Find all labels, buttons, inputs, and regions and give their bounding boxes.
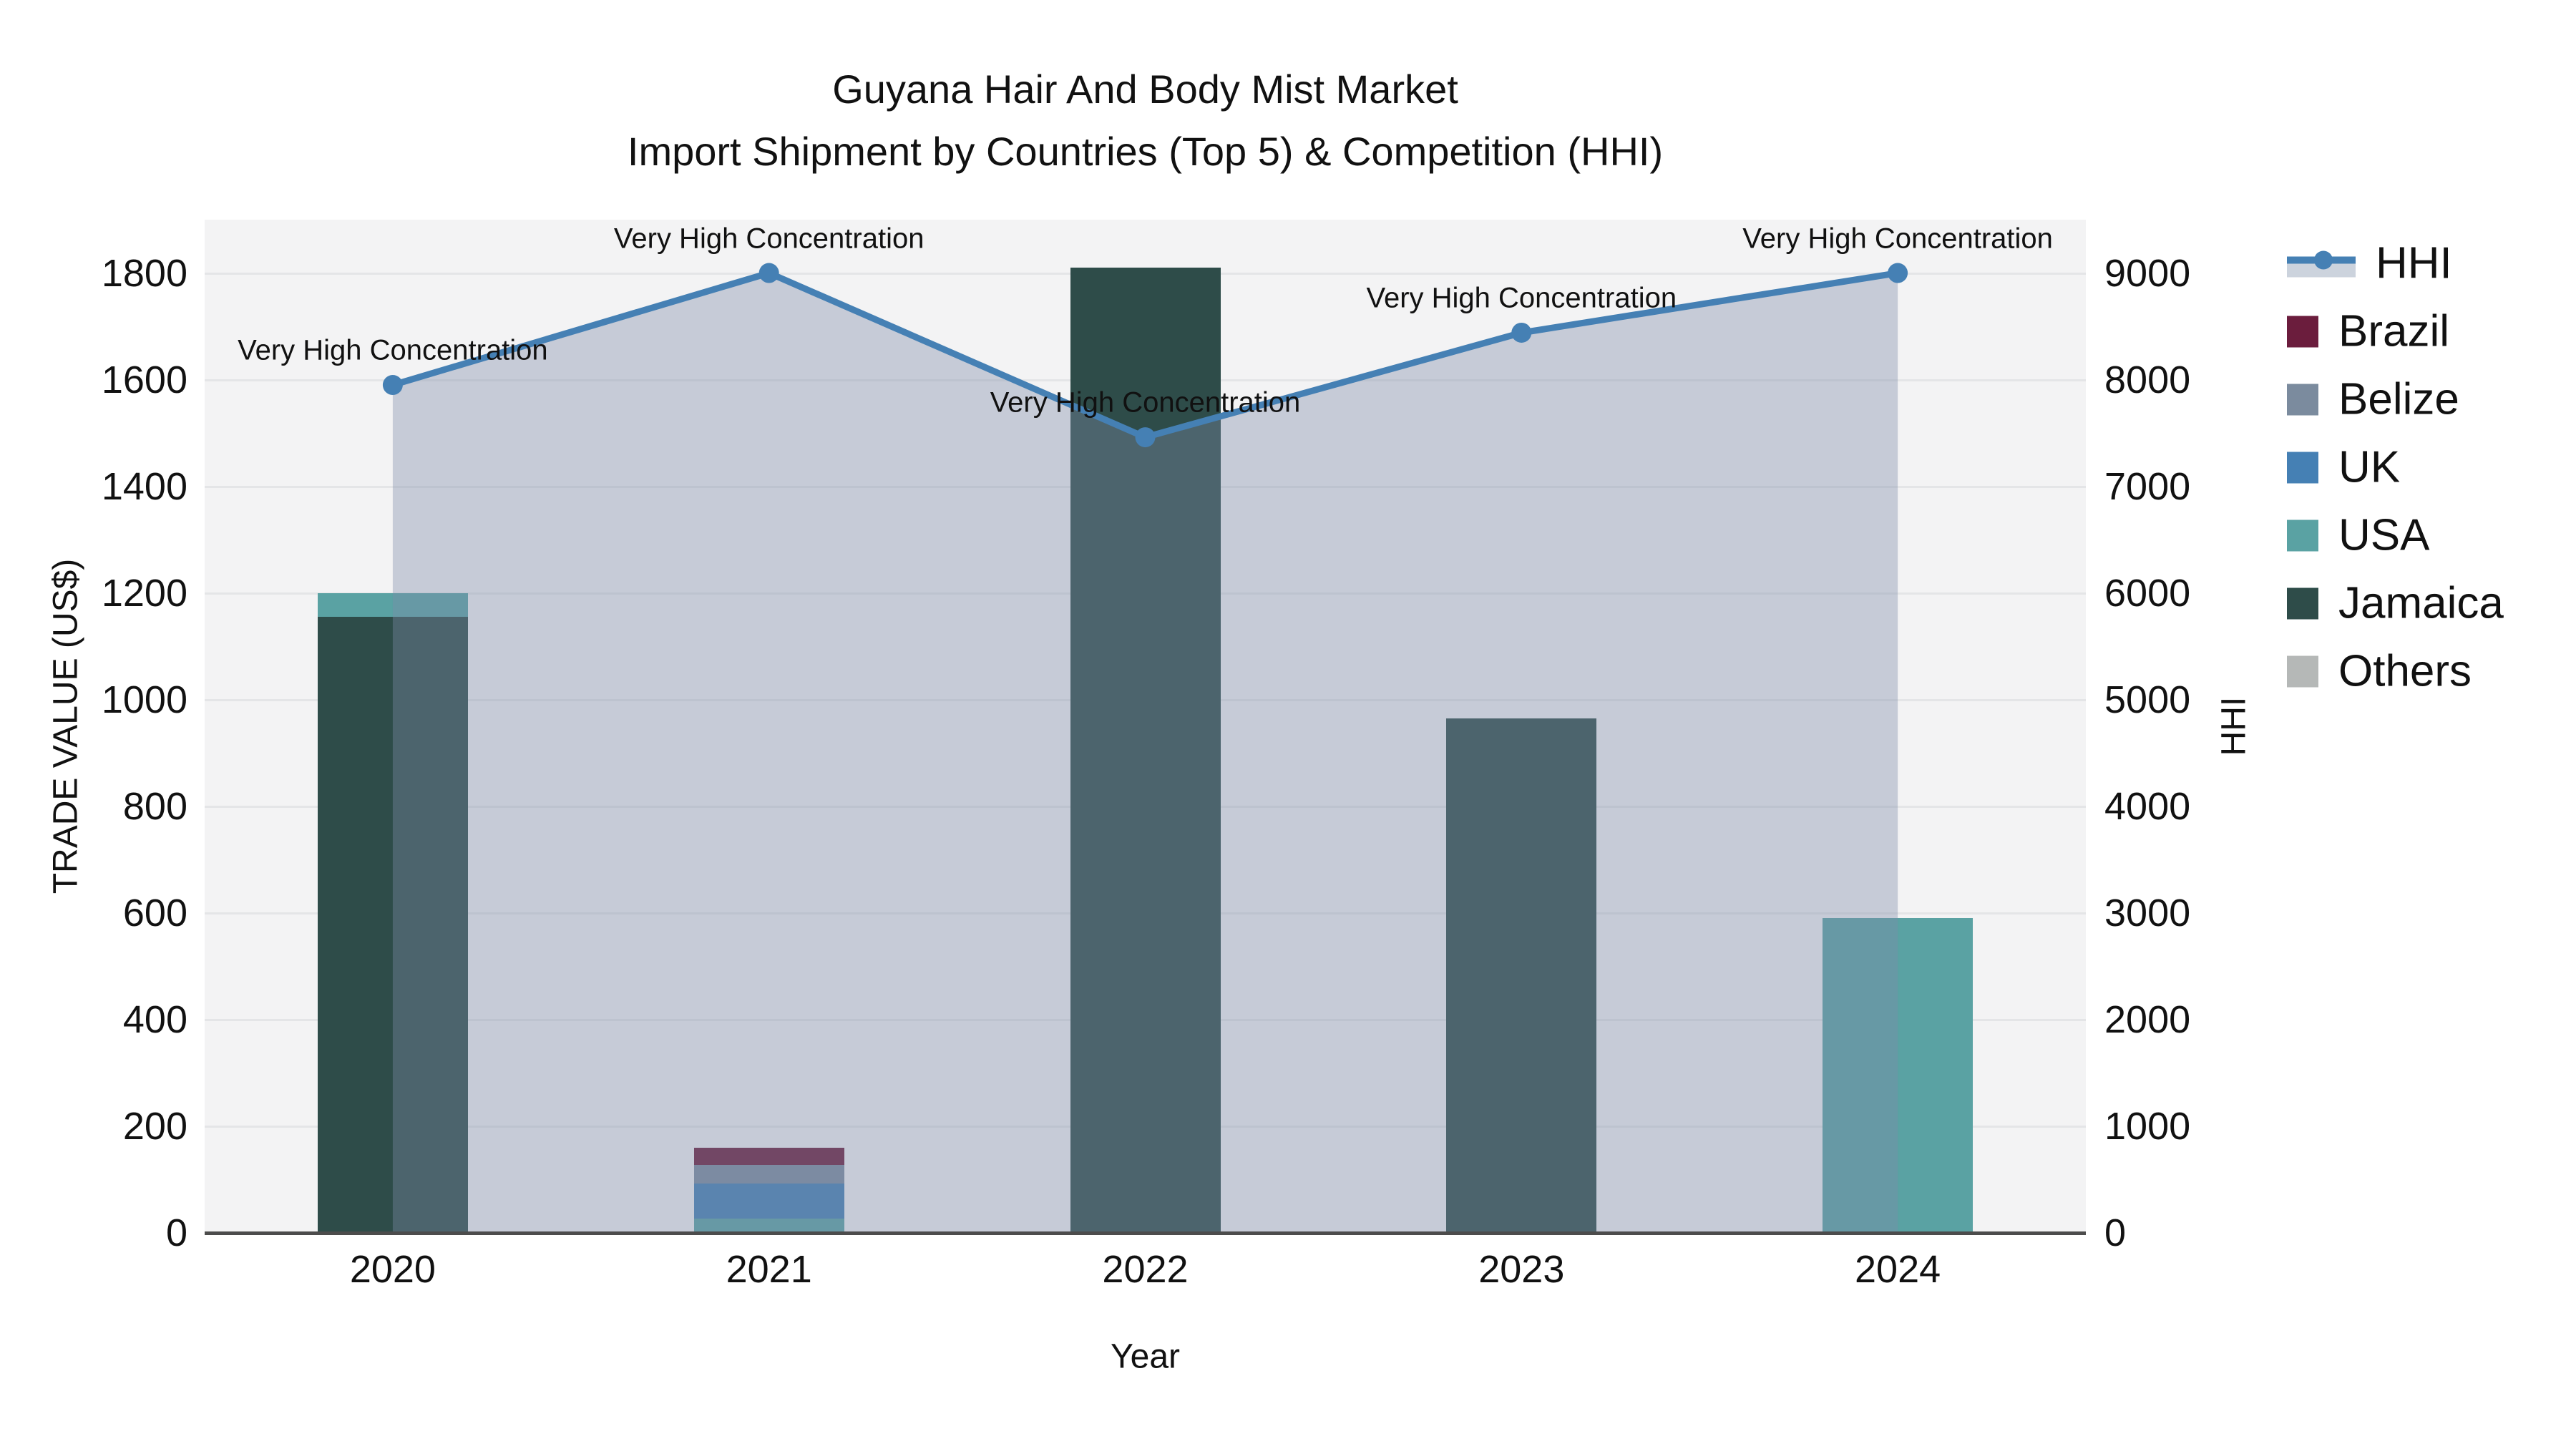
- annotation-label: Very High Concentration: [613, 223, 924, 255]
- legend-label: Jamaica: [2338, 578, 2504, 628]
- x-tick-label: 2021: [726, 1248, 812, 1291]
- bar-segment-usa: [693, 1218, 844, 1233]
- annotation-label: Very High Concentration: [238, 334, 548, 366]
- bar-segment-usa: [1823, 918, 1974, 1233]
- y-right-tick-label: 0: [2104, 1211, 2127, 1254]
- legend-label: UK: [2338, 442, 2401, 492]
- y-left-tick-label: 200: [122, 1104, 187, 1148]
- y-right-tick-label: 8000: [2104, 358, 2191, 401]
- legend-label: Belize: [2338, 374, 2459, 424]
- legend-item-uk: UK: [2287, 442, 2400, 493]
- chart-title-line2: Import Shipment by Countries (Top 5) & C…: [627, 128, 1664, 174]
- x-tick-label: 2023: [1478, 1248, 1565, 1291]
- bar-segment-uk: [693, 1183, 844, 1219]
- y-left-tick-label: 600: [122, 891, 187, 935]
- annotation-label: Very High Concentration: [1366, 282, 1677, 314]
- y-right-tick-label: 3000: [2104, 891, 2191, 935]
- annotation-label: Very High Concentration: [1742, 223, 2053, 255]
- legend-item-belize: Belize: [2287, 374, 2459, 425]
- legend-hhi-swatch: [2287, 250, 2356, 277]
- y-left-tick-label: 800: [122, 784, 187, 828]
- hhi-point: [382, 375, 403, 396]
- y-left-tick-label: 1800: [101, 251, 187, 295]
- bar-segment-jamaica: [1446, 718, 1597, 1233]
- y-left-tick-label: 1200: [101, 571, 187, 615]
- legend-swatch-brazil: [2287, 316, 2318, 347]
- y-right-tick-label: 4000: [2104, 784, 2191, 828]
- chart-title-line1: Guyana Hair And Body Mist Market: [832, 67, 1458, 112]
- legend-swatch-usa: [2287, 519, 2318, 551]
- bar-segment-belize: [693, 1164, 844, 1184]
- y-right-tick-label: 1000: [2104, 1104, 2191, 1148]
- annotation-label: Very High Concentration: [990, 386, 1301, 419]
- legend-label: Others: [2338, 646, 2472, 696]
- legend-swatch-jamaica: [2287, 587, 2318, 619]
- y-axis-left-title: TRADE VALUE (US$): [47, 558, 85, 894]
- y-right-tick-label: 9000: [2104, 251, 2191, 295]
- chart-title: Guyana Hair And Body Mist Market Import …: [205, 59, 2086, 183]
- y-left-tick-label: 1400: [101, 464, 187, 508]
- hhi-point: [1888, 263, 1908, 283]
- legend-item-usa: USA: [2287, 510, 2429, 561]
- bar-segment-brazil: [693, 1147, 844, 1165]
- legend-hhi-marker: [2314, 250, 2333, 269]
- x-axis-line: [205, 1231, 2086, 1235]
- legend-label: USA: [2338, 510, 2430, 560]
- x-tick-label: 2024: [1855, 1248, 1941, 1291]
- legend-item-others: Others: [2287, 646, 2472, 697]
- y-left-tick-label: 1600: [101, 358, 187, 401]
- hhi-point: [1135, 427, 1156, 448]
- legend-swatch-others: [2287, 655, 2318, 687]
- y-right-tick-label: 6000: [2104, 571, 2191, 615]
- legend-label: Brazil: [2338, 306, 2450, 356]
- hhi-area: [392, 273, 1898, 1233]
- legend-swatch-belize: [2287, 384, 2318, 415]
- y-right-tick-label: 2000: [2104, 997, 2191, 1041]
- legend-item-brazil: Brazil: [2287, 306, 2449, 357]
- hhi-overlay: [382, 263, 1908, 1233]
- y-left-tick-label: 1000: [101, 678, 187, 721]
- hhi-point: [758, 263, 779, 283]
- x-axis-title: Year: [1111, 1337, 1180, 1376]
- legend-label: HHI: [2376, 238, 2452, 288]
- y-right-tick-label: 7000: [2104, 464, 2191, 508]
- bar-segment-usa: [317, 592, 468, 618]
- hhi-point: [1511, 322, 1532, 343]
- y-left-tick-label: 400: [122, 997, 187, 1041]
- y-left-tick-label: 0: [165, 1211, 187, 1254]
- y-right-tick-label: 5000: [2104, 678, 2191, 721]
- bar-segment-jamaica: [317, 617, 468, 1233]
- legend-item-jamaica: Jamaica: [2287, 578, 2504, 629]
- x-tick-label: 2020: [349, 1248, 436, 1291]
- legend-item-hhi: HHI: [2287, 238, 2452, 289]
- legend-swatch-uk: [2287, 452, 2318, 483]
- x-tick-label: 2022: [1102, 1248, 1189, 1291]
- y-axis-right-title: HHI: [2215, 696, 2253, 756]
